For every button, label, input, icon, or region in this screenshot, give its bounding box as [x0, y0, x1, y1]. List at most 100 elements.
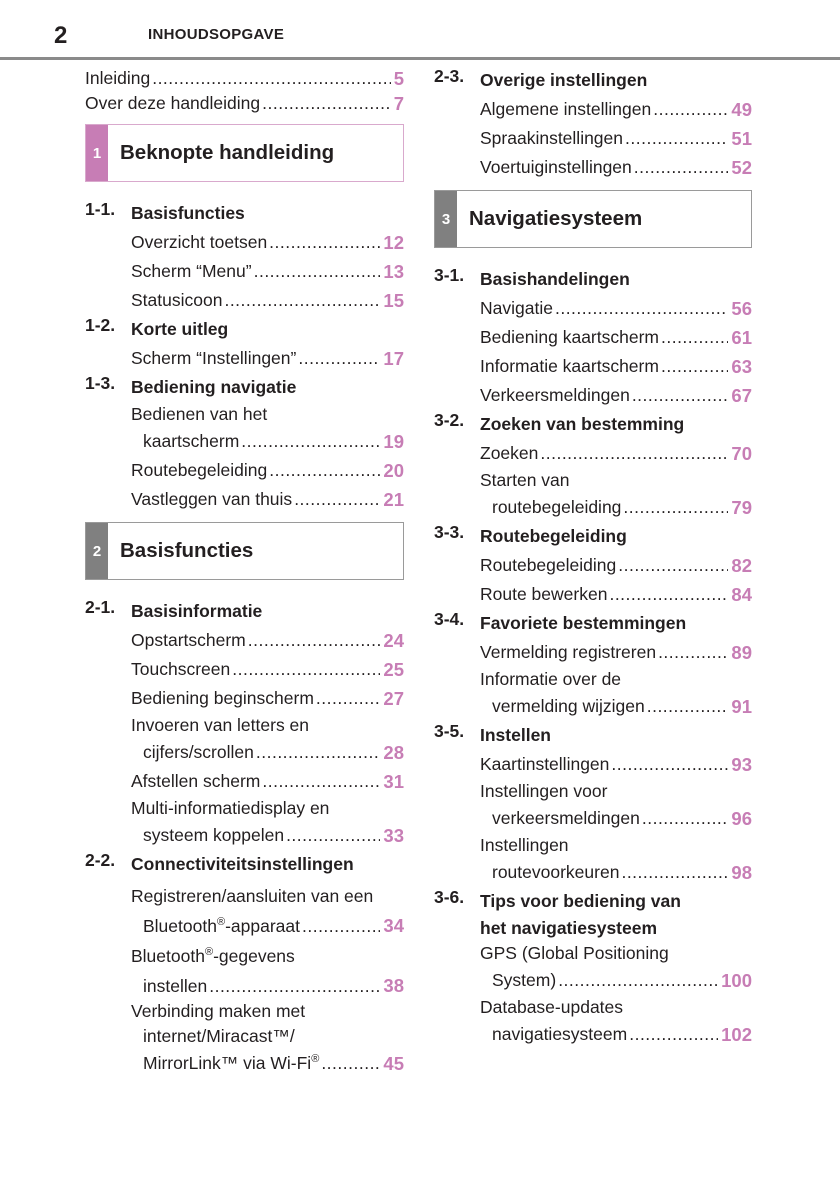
page-link[interactable]: 25: [383, 659, 404, 680]
page-link[interactable]: 70: [731, 443, 752, 464]
page-link[interactable]: 49: [731, 99, 752, 120]
dot-leader: [262, 91, 391, 116]
section-header-1[interactable]: 1 Beknopte handleiding: [85, 124, 404, 182]
chapter-heading-2-2[interactable]: 2-2. Connectiviteitsinstellingen: [85, 850, 404, 879]
toc-entry-line: Informatie kaartscherm 63: [480, 352, 752, 381]
page-link[interactable]: 93: [731, 754, 752, 775]
toc-entry[interactable]: Database-updates navigatiesysteem 102: [434, 995, 752, 1049]
toc-entry[interactable]: Routebegeleiding 20: [85, 456, 404, 485]
toc-entry[interactable]: Bediening beginscherm 27: [85, 684, 404, 713]
toc-entry[interactable]: Bluetooth®-gegevens instellen 38: [85, 939, 404, 999]
toc-entry[interactable]: Voertuiginstellingen 52: [434, 153, 752, 182]
toc-entry-text: Zoeken: [480, 443, 539, 463]
toc-entry-text: GPS (Global Positioning: [480, 943, 669, 963]
page-link[interactable]: 67: [731, 385, 752, 406]
toc-entry[interactable]: Vermelding registreren 89: [434, 638, 752, 667]
toc-entry[interactable]: Afstellen scherm 31: [85, 767, 404, 796]
toc-entry[interactable]: Zoeken 70: [434, 439, 752, 468]
page-link[interactable]: 82: [731, 555, 752, 576]
toc-entry[interactable]: Navigatie 56: [434, 294, 752, 323]
toc-entry[interactable]: Overzicht toetsen 12: [85, 228, 404, 257]
toc-entry[interactable]: Spraakinstellingen 51: [434, 124, 752, 153]
page-link[interactable]: 56: [731, 298, 752, 319]
page-link[interactable]: 91: [731, 696, 752, 717]
chapter-title: Basisfuncties: [131, 199, 245, 228]
page-link[interactable]: 33: [383, 825, 404, 846]
chapter-heading-3-6[interactable]: 3-6. Tips voor bediening van het navigatie…: [434, 887, 752, 941]
page-link[interactable]: 63: [731, 356, 752, 377]
page-link[interactable]: 28: [383, 742, 404, 763]
page-link[interactable]: 102: [721, 1024, 752, 1045]
toc-entry[interactable]: GPS (Global Positioning System) 100: [434, 941, 752, 995]
toc-entry[interactable]: Opstartscherm 24: [85, 626, 404, 655]
page-link[interactable]: 21: [383, 489, 404, 510]
page-link[interactable]: 98: [731, 862, 752, 883]
toc-entry[interactable]: Vastleggen van thuis 21: [85, 485, 404, 514]
toc-entry[interactable]: Bediening kaartscherm 61: [434, 323, 752, 352]
page-link[interactable]: 13: [383, 261, 404, 282]
dot-leader: [558, 966, 718, 995]
toc-entry[interactable]: Route bewerken 84: [434, 580, 752, 609]
page-link[interactable]: 31: [383, 771, 404, 792]
toc-entry[interactable]: Verbinding maken met internet/Miracast™/ M…: [85, 999, 404, 1078]
page-link[interactable]: 84: [731, 584, 752, 605]
toc-entry-text: Bediening beginscherm: [131, 688, 314, 708]
page-link[interactable]: 27: [383, 688, 404, 709]
chapter-heading-3-4[interactable]: 3-4. Favoriete bestemmingen: [434, 609, 752, 638]
chapter-heading-3-1[interactable]: 3-1. Basishandelingen: [434, 265, 752, 294]
toc-entry[interactable]: Informatie kaartscherm 63: [434, 352, 752, 381]
toc-entry[interactable]: Scherm “Menu” 13: [85, 257, 404, 286]
page-link[interactable]: 7: [393, 93, 404, 114]
toc-entry[interactable]: Informatie over de vermelding wijzigen 91: [434, 667, 752, 721]
page-link[interactable]: 12: [383, 232, 404, 253]
page-link[interactable]: 5: [393, 68, 404, 89]
toc-entry[interactable]: Verkeersmeldingen 67: [434, 381, 752, 410]
toc-entry[interactable]: Instellingen voor verkeersmeldingen 96: [434, 779, 752, 833]
chapter-heading-3-5[interactable]: 3-5. Instellen: [434, 721, 752, 750]
toc-entry-line: Vermelding registreren 89: [480, 638, 752, 667]
section-header-3[interactable]: 3 Navigatiesysteem: [434, 190, 752, 248]
toc-entry[interactable]: Routebegeleiding 82: [434, 551, 752, 580]
toc-entry[interactable]: Algemene instellingen 49: [434, 95, 752, 124]
toc-entry-text: routebegeleiding: [492, 497, 622, 517]
page-link[interactable]: 51: [731, 128, 752, 149]
page-link[interactable]: 34: [383, 915, 404, 936]
chapter-heading-3-3[interactable]: 3-3. Routebegeleiding: [434, 522, 752, 551]
toc-entry[interactable]: Invoeren van letters en cijfers/scrollen 2…: [85, 713, 404, 767]
chapter-heading-1-2[interactable]: 1-2. Korte uitleg: [85, 315, 404, 344]
toc-entry[interactable]: Starten van routebegeleiding 79: [434, 468, 752, 522]
toc-entry[interactable]: Scherm “Instellingen” 17: [85, 344, 404, 373]
section-header-2[interactable]: 2 Basisfuncties: [85, 522, 404, 580]
page-link[interactable]: 79: [731, 497, 752, 518]
page-link[interactable]: 20: [383, 460, 404, 481]
toc-entry-line: Touchscreen 25: [131, 655, 404, 684]
toc-entry[interactable]: Bedienen van het kaartscherm 19: [85, 402, 404, 456]
chapter-heading-1-3[interactable]: 1-3. Bediening navigatie: [85, 373, 404, 402]
toc-entry[interactable]: Over deze handleiding 7: [85, 91, 404, 116]
page-link[interactable]: 24: [383, 630, 404, 651]
page-link[interactable]: 19: [383, 431, 404, 452]
chapter-heading-2-1[interactable]: 2-1. Basisinformatie: [85, 597, 404, 626]
toc-entry-text: MirrorLink™ via Wi-Fi®: [143, 1053, 320, 1073]
page-link[interactable]: 17: [383, 348, 404, 369]
toc-entry[interactable]: Statusicoon 15: [85, 286, 404, 315]
toc-entry[interactable]: Instellingen routevoorkeuren 98: [434, 833, 752, 887]
toc-entry[interactable]: Touchscreen 25: [85, 655, 404, 684]
page-link[interactable]: 100: [721, 970, 752, 991]
toc-entry[interactable]: Registreren/aansluiten van een Bluetooth®…: [85, 879, 404, 939]
page-link[interactable]: 38: [383, 975, 404, 996]
toc-entry-line: kaartscherm 19: [131, 427, 404, 456]
toc-entry[interactable]: Multi-informatiedisplay en systeem koppel…: [85, 796, 404, 850]
toc-entry[interactable]: Inleiding 5: [85, 66, 404, 91]
page-link[interactable]: 89: [731, 642, 752, 663]
chapter-number: 1-2.: [85, 315, 116, 335]
chapter-heading-1-1[interactable]: 1-1. Basisfuncties: [85, 199, 404, 228]
page-link[interactable]: 52: [731, 157, 752, 178]
page-link[interactable]: 96: [731, 808, 752, 829]
chapter-heading-3-2[interactable]: 3-2. Zoeken van bestemming: [434, 410, 752, 439]
page-link[interactable]: 61: [731, 327, 752, 348]
page-link[interactable]: 45: [383, 1053, 404, 1074]
chapter-heading-2-3[interactable]: 2-3. Overige instellingen: [434, 66, 752, 95]
page-link[interactable]: 15: [383, 290, 404, 311]
toc-entry[interactable]: Kaartinstellingen 93: [434, 750, 752, 779]
